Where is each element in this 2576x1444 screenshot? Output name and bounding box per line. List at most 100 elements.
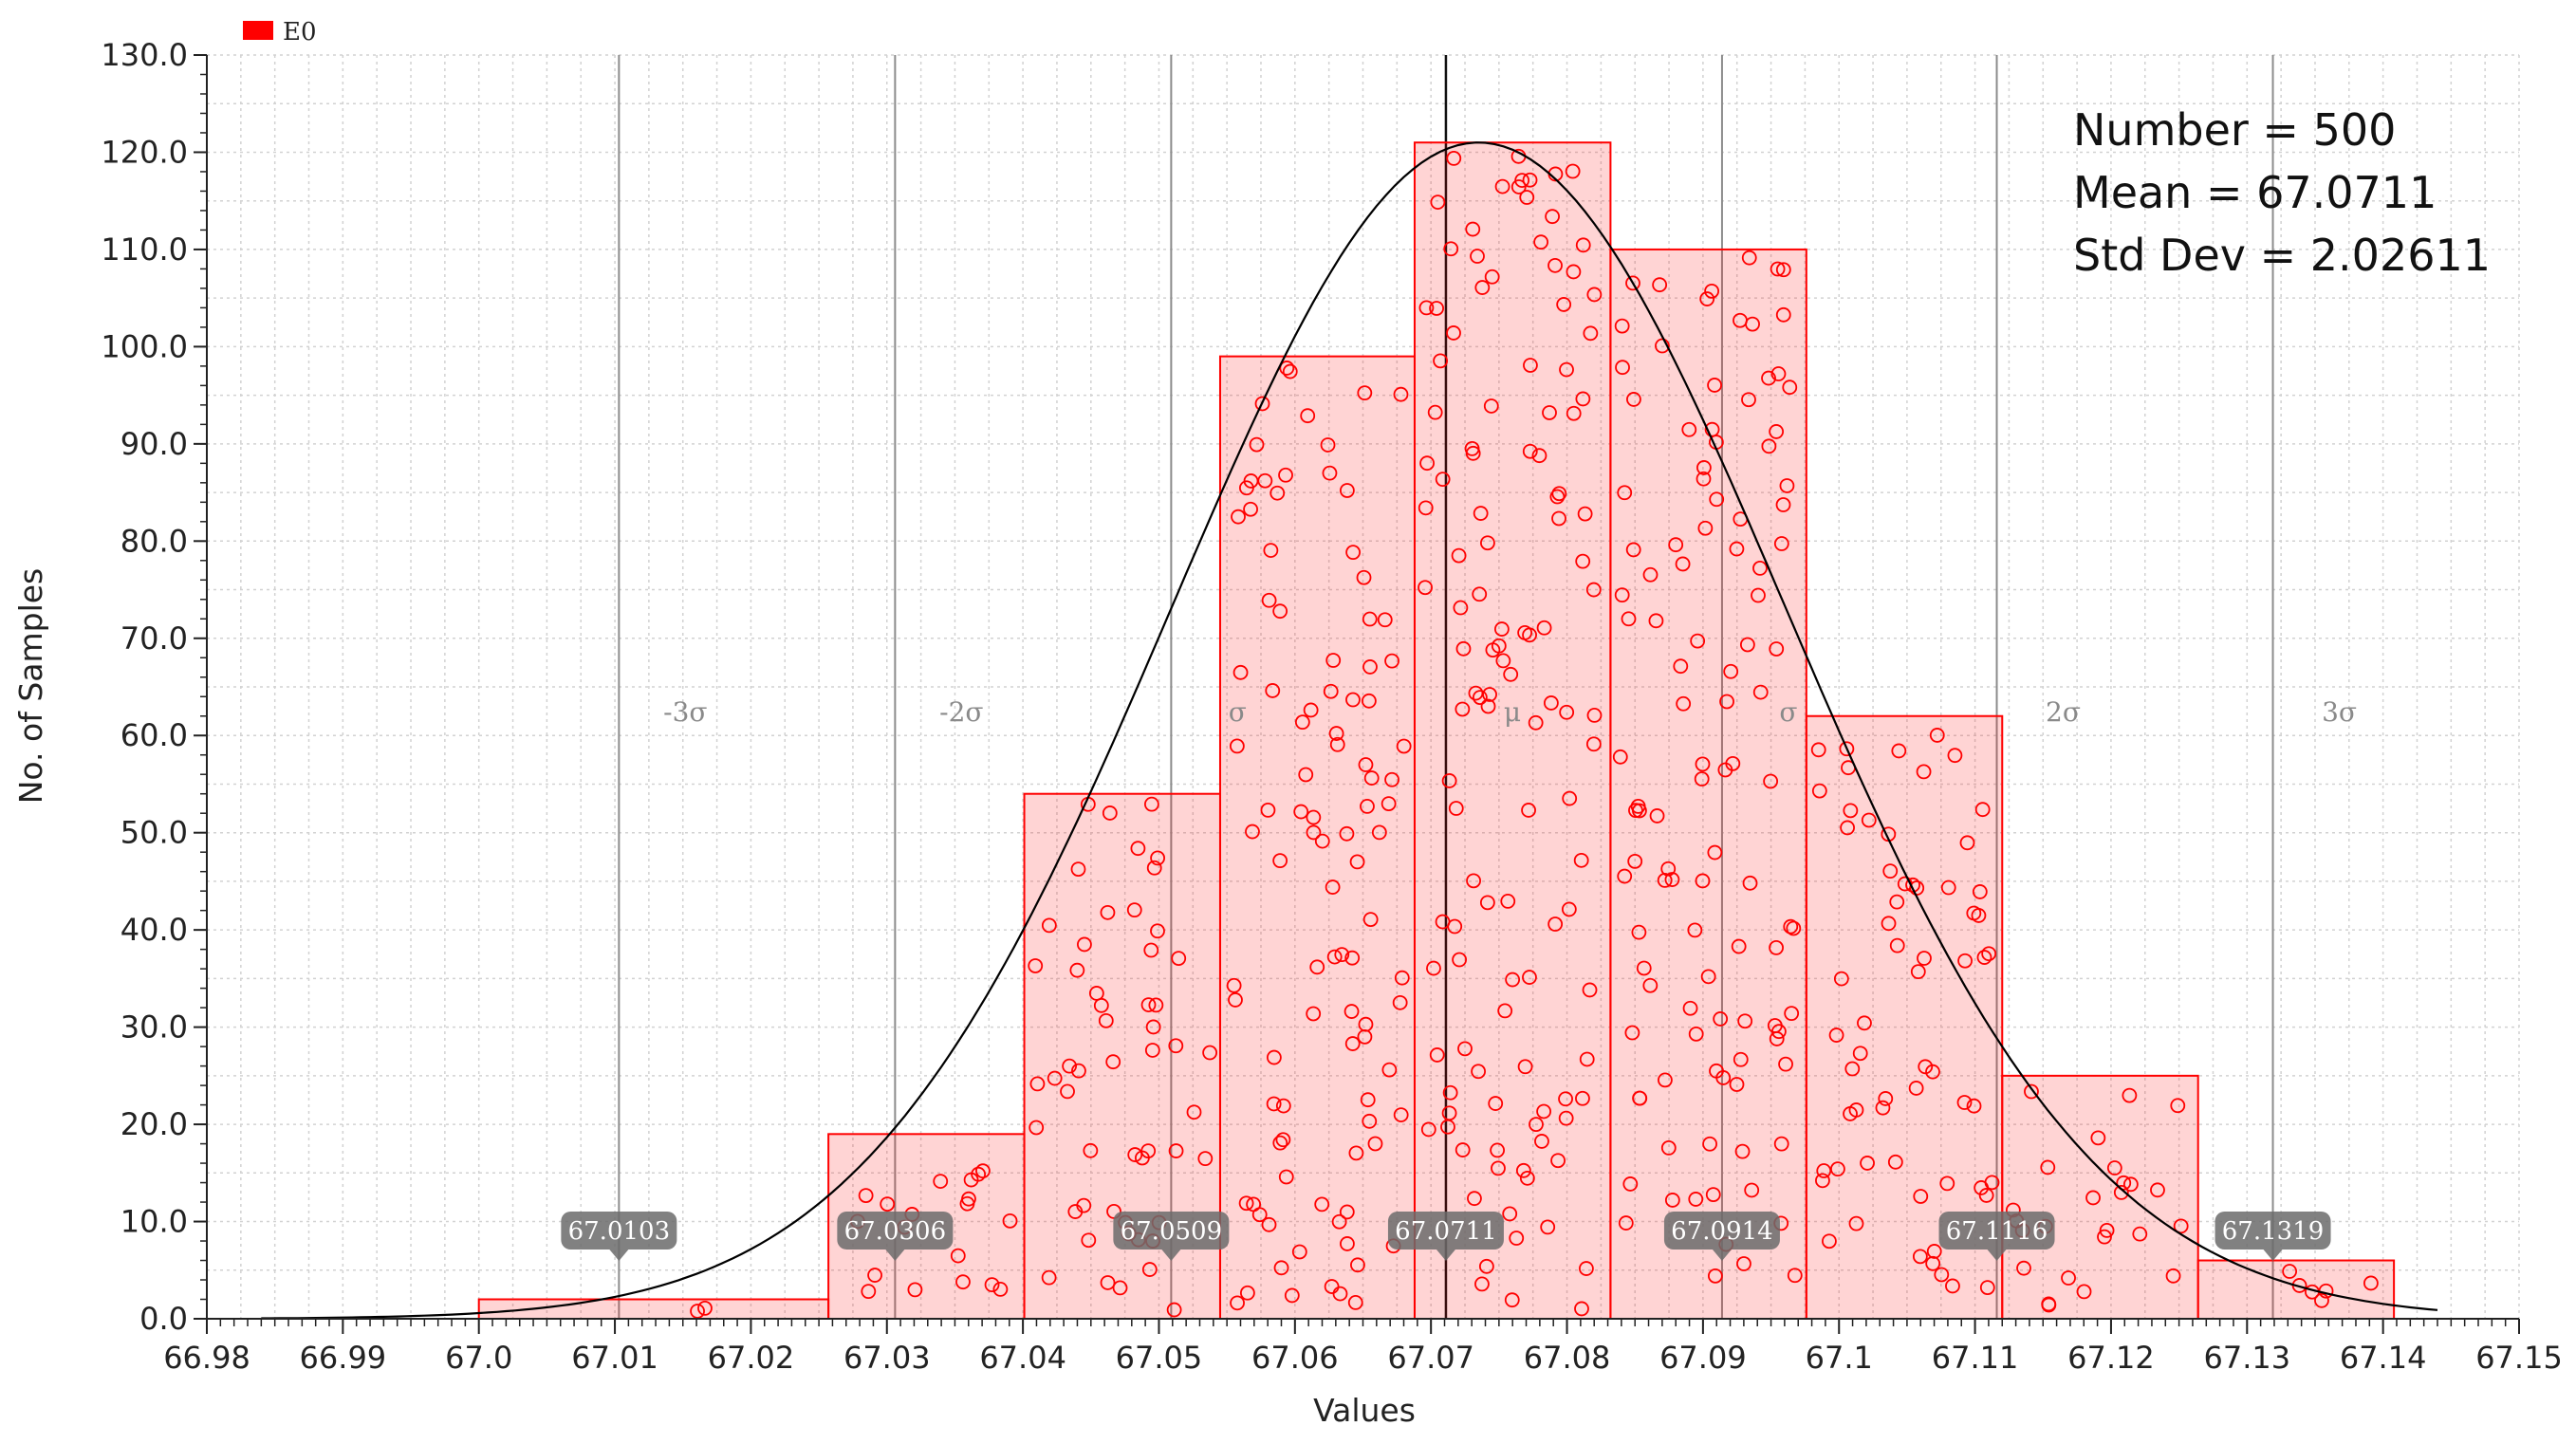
stats-mean: Mean = 67.0711 [2073, 167, 2437, 218]
sample-point [975, 1163, 991, 1179]
sample-point [1430, 194, 1446, 210]
sample-point [1625, 542, 1641, 558]
sample-point [2041, 1297, 2057, 1313]
sample-point [1150, 850, 1165, 866]
sample-point [1140, 997, 1157, 1012]
sample-point [1381, 1062, 1398, 1078]
sample-point [1360, 799, 1375, 814]
sample-point [1273, 1260, 1289, 1276]
x-tick-label: 67.08 [1524, 1340, 1611, 1376]
sample-point [1083, 1142, 1099, 1158]
sample-point [1642, 977, 1659, 993]
sample-point [1441, 773, 1457, 788]
sigma-value-marker: 67.1319 [2215, 1212, 2331, 1261]
sample-point [1145, 1019, 1161, 1035]
sigma-value-marker: 67.0914 [1663, 1212, 1780, 1261]
sample-point [933, 1174, 949, 1189]
histogram-bars [477, 141, 2396, 1321]
sample-point [2061, 1270, 2076, 1286]
x-tick-label: 67.05 [1116, 1340, 1203, 1376]
sample-point [1505, 972, 1521, 988]
sample-point [1480, 698, 1496, 714]
y-tick-label: 40.0 [120, 912, 188, 948]
sample-point [1761, 370, 1776, 386]
sample-point [959, 1195, 975, 1212]
sample-point [1586, 708, 1603, 723]
sample-point [1314, 1196, 1330, 1213]
sample-point [1228, 992, 1243, 1008]
sample-point [1556, 297, 1572, 312]
sample-point [1494, 178, 1510, 194]
legend-swatch [243, 21, 273, 40]
sample-point [1778, 1056, 1793, 1072]
sample-point [1393, 1107, 1409, 1122]
sample-point [2116, 1175, 2132, 1191]
sample-point [1197, 1151, 1214, 1167]
sample-point [1070, 861, 1086, 878]
x-tick-label: 67.13 [2203, 1340, 2290, 1376]
sample-point [1617, 485, 1633, 501]
sample-point [1257, 472, 1273, 489]
sample-point [1675, 556, 1691, 572]
sample-point [1298, 767, 1314, 783]
sample-point [1127, 1147, 1143, 1162]
sample-point [1482, 687, 1497, 702]
sample-point [1736, 1256, 1751, 1271]
sample-point [1787, 1268, 1803, 1284]
sample-point [2150, 1182, 2165, 1198]
sample-point [1504, 1292, 1520, 1308]
sample-point [1362, 912, 1379, 928]
sample-point [2076, 1284, 2092, 1300]
sample-point [1451, 547, 1467, 564]
y-tick-label: 90.0 [120, 426, 188, 462]
sample-point [1329, 736, 1345, 752]
sample-point [1275, 1132, 1291, 1148]
sample-point [1231, 509, 1246, 525]
sample-point [1485, 642, 1501, 658]
sample-point [2122, 1176, 2139, 1193]
sample-point [1734, 1143, 1751, 1159]
sample-point [2282, 1264, 2298, 1279]
sample-point [1558, 1110, 1574, 1126]
sample-point [1905, 877, 1920, 893]
sample-point [1344, 1036, 1361, 1051]
sample-point [950, 1248, 966, 1264]
sample-point [1741, 250, 1757, 266]
y-tick-label: 110.0 [101, 231, 188, 268]
sample-point [1579, 1051, 1595, 1067]
sample-point [1742, 875, 1758, 891]
sample-point [1786, 920, 1802, 936]
sample-point [1695, 756, 1711, 772]
sigma-label: σ [1229, 696, 1247, 728]
sample-point [1261, 592, 1277, 608]
sample-point [2165, 1268, 2181, 1284]
sample-point [1729, 541, 1745, 557]
sample-point [1752, 560, 1768, 576]
sigma-value-marker: 67.0711 [1387, 1212, 1504, 1261]
sample-point [1614, 587, 1630, 603]
sample-point [2173, 1218, 2189, 1234]
legend[interactable]: E0 [243, 18, 317, 46]
sample-point [1150, 923, 1165, 939]
sigma-value-marker: 67.0509 [1113, 1212, 1230, 1261]
sample-point [1848, 1215, 1864, 1231]
sample-point [1715, 1070, 1732, 1085]
sample-point [1473, 506, 1489, 521]
sample-point [1418, 580, 1433, 596]
sample-point [1615, 360, 1630, 376]
marker-box [561, 1212, 677, 1250]
marker-pointer [1436, 1250, 1455, 1261]
sample-point [1733, 1051, 1749, 1067]
sample-point [1060, 1083, 1075, 1100]
sample-point [1908, 1081, 1924, 1096]
sample-point [1741, 392, 1756, 408]
sigma-value-marker: 67.1116 [1938, 1212, 2055, 1261]
sample-point [1448, 801, 1464, 816]
sample-point [1503, 666, 1519, 682]
sample-point [1717, 762, 1733, 778]
sample-point [1100, 904, 1116, 920]
sample-point [1455, 701, 1471, 717]
histogram-bar [1609, 248, 1807, 1320]
sample-point [1881, 916, 1897, 932]
sample-point [1497, 1003, 1513, 1019]
